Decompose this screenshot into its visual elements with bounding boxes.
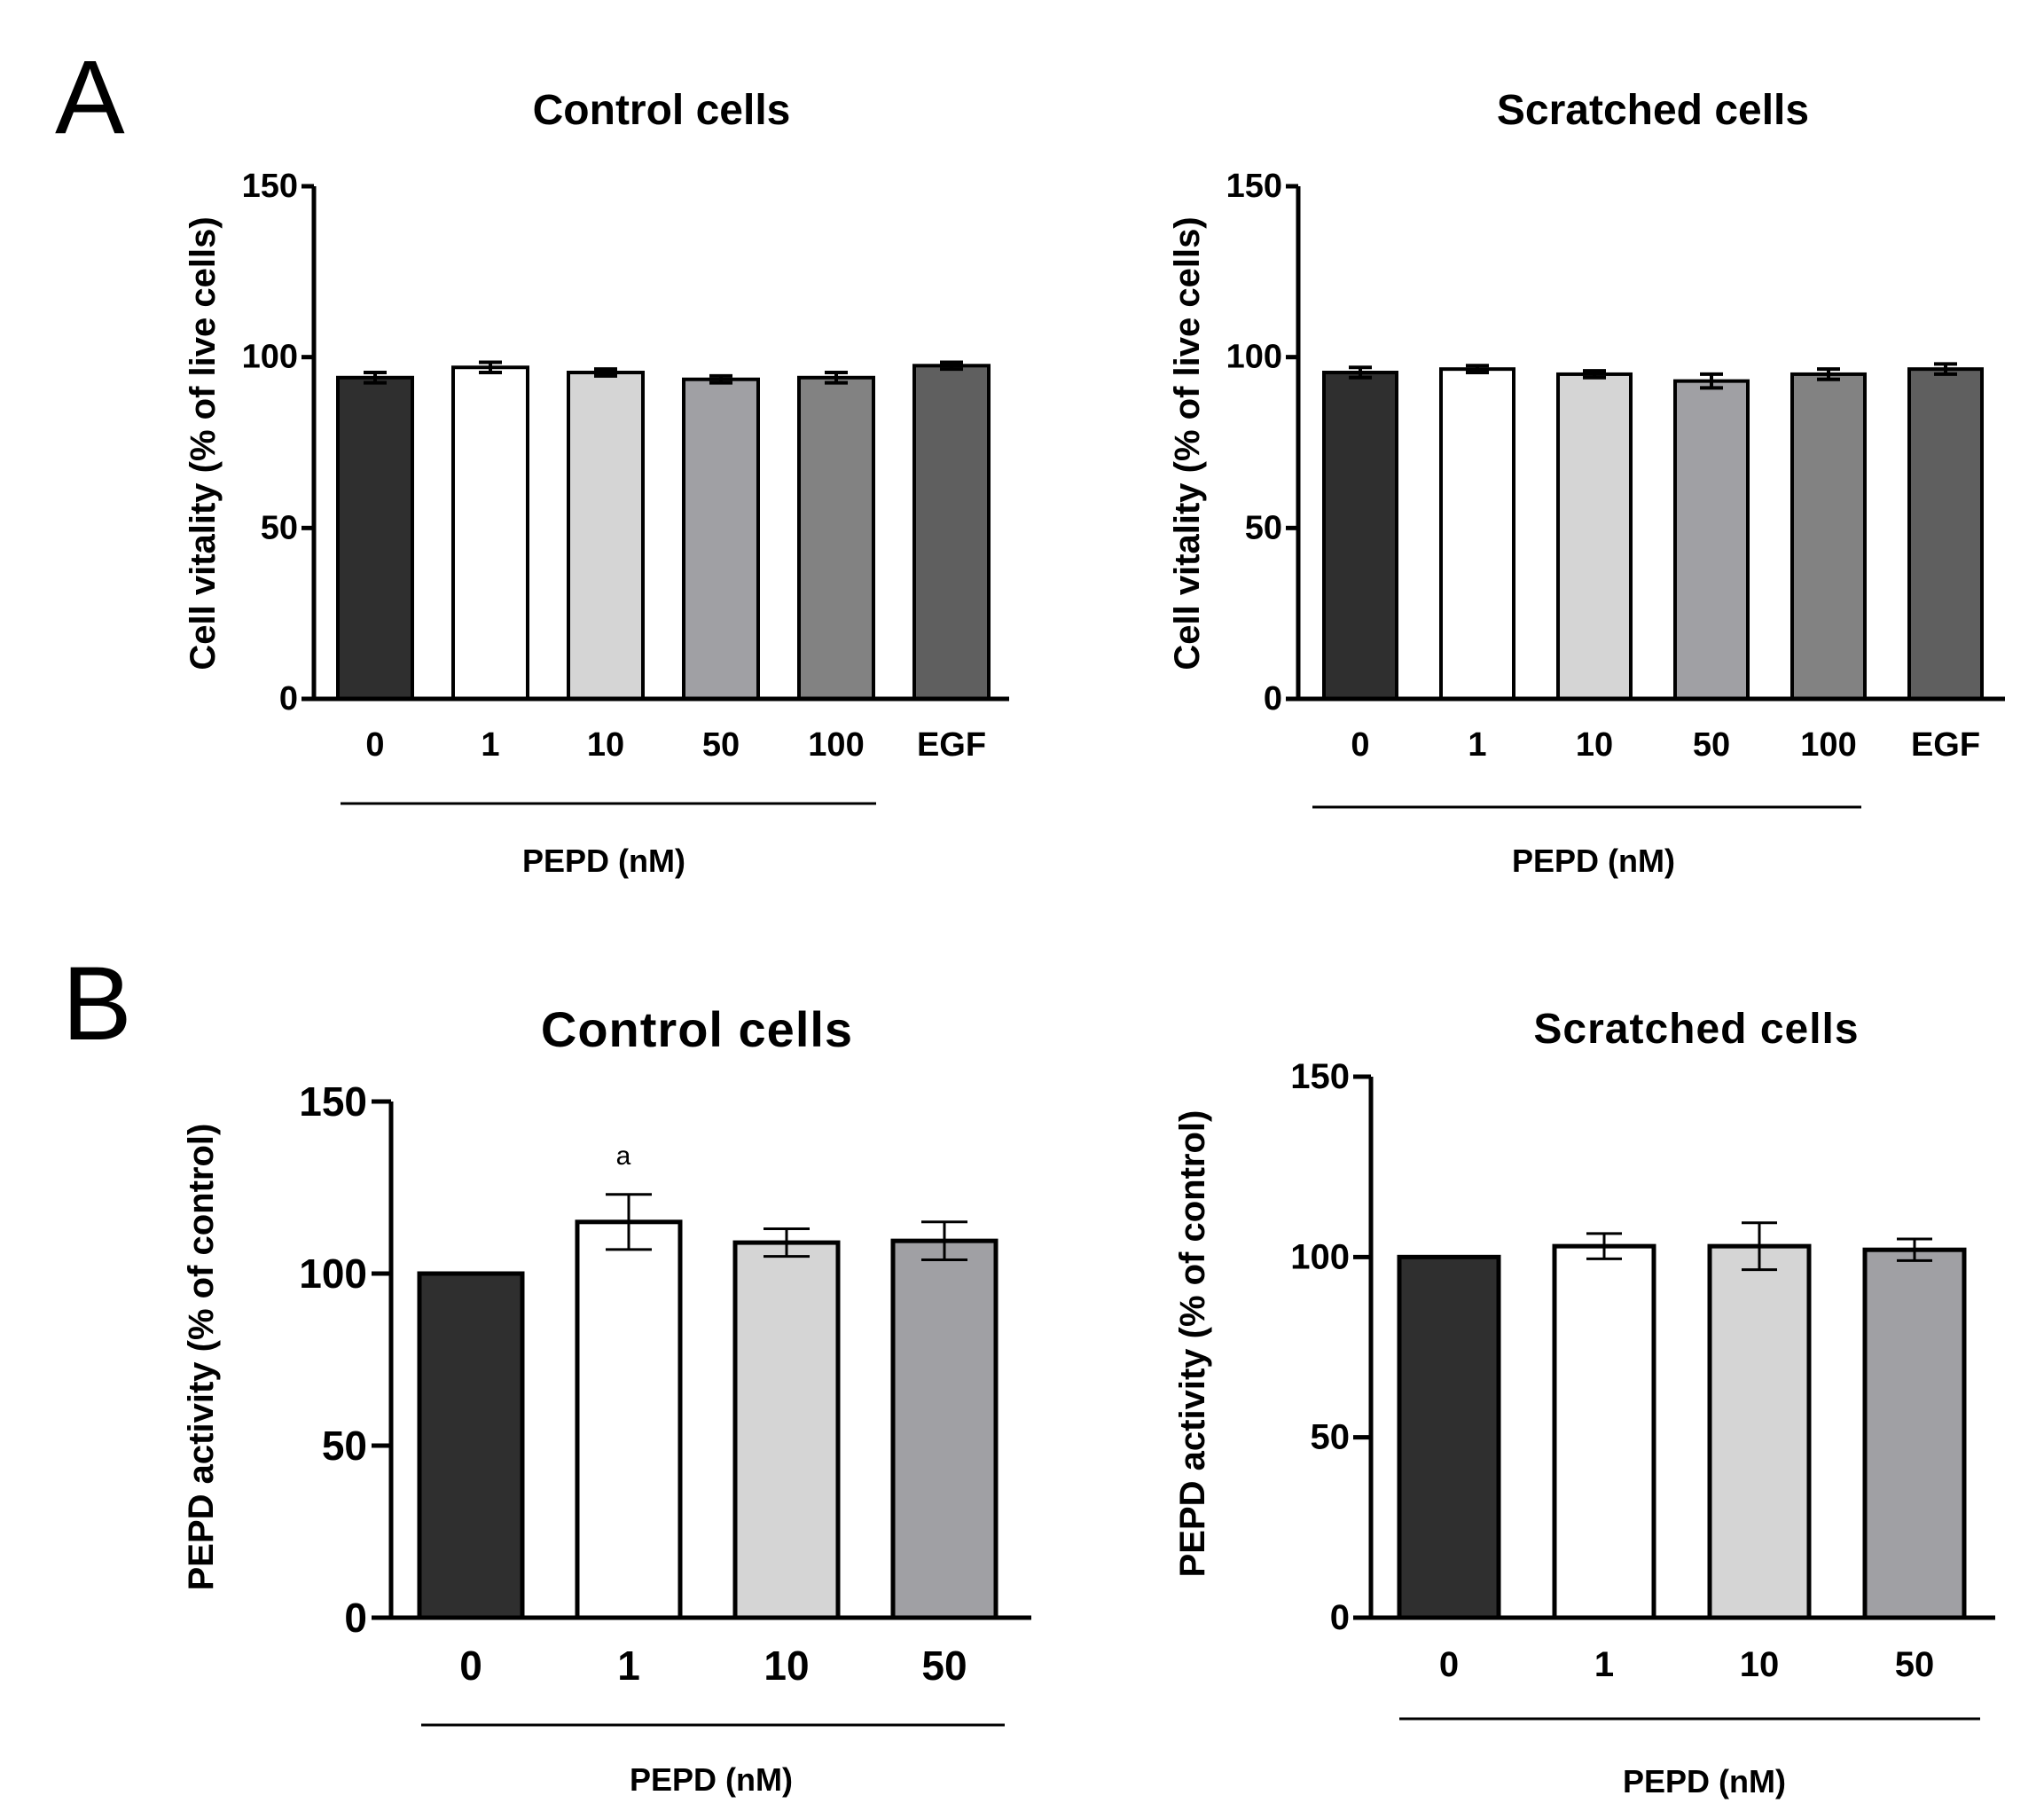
chart-title: Control cells (533, 87, 791, 134)
bar-10 (567, 371, 645, 701)
bar-EGF (1907, 367, 1984, 701)
bar-1 (1439, 367, 1515, 701)
bar-0 (1322, 371, 1398, 701)
x-axis-label: PEPD (nM) (630, 1761, 793, 1798)
y-axis-label: PEPD activity (% of control) (182, 1124, 221, 1591)
significance-label: a (616, 1141, 631, 1171)
bar-100 (797, 375, 875, 701)
bar-1 (575, 1219, 683, 1620)
y-tick-label: 0 (344, 1595, 367, 1641)
bar-0 (336, 375, 414, 701)
y-tick-label: 150 (1290, 1057, 1350, 1096)
x-tick-label: 10 (587, 726, 624, 764)
bar-10 (1707, 1243, 1812, 1620)
bar-10 (732, 1240, 841, 1620)
x-tick-label: 50 (1693, 726, 1730, 764)
bar-0 (1397, 1254, 1501, 1620)
bar-1 (451, 365, 529, 701)
x-tick-label: 50 (921, 1643, 967, 1689)
x-tick-label: 50 (1895, 1645, 1935, 1684)
x-tick-label: 1 (1468, 726, 1486, 764)
x-tick-label: 1 (1594, 1645, 1614, 1684)
x-tick-label: 1 (617, 1643, 640, 1689)
y-tick-label: 50 (1311, 1418, 1351, 1457)
bar-10 (1556, 372, 1633, 701)
bar-50 (1673, 379, 1750, 701)
y-axis-label: Cell vitality (% of live cells) (184, 216, 223, 670)
x-tick-label: 100 (1800, 726, 1856, 764)
x-tick-label: 10 (764, 1643, 809, 1689)
x-tick-label: EGF (1911, 726, 1980, 764)
y-tick-label: 0 (1330, 1598, 1350, 1637)
x-tick-label: 0 (459, 1643, 482, 1689)
y-tick-label: 100 (1290, 1237, 1350, 1276)
x-tick-label: 50 (702, 726, 740, 764)
y-tick-label: 0 (1264, 680, 1282, 717)
y-tick-label: 100 (1226, 339, 1282, 376)
chart-b-control-cells: Control cells PEPD activity (% of control… (182, 1001, 1031, 1798)
y-tick-label: 100 (299, 1251, 367, 1297)
chart-title: Control cells (541, 1001, 853, 1057)
y-tick-label: 50 (1245, 509, 1282, 546)
bar-EGF (912, 364, 991, 701)
x-tick-label: 100 (808, 726, 864, 764)
x-tick-label: 0 (1351, 726, 1369, 764)
chart-title: Scratched cells (1533, 1006, 1859, 1053)
panel-letter-a: A (55, 39, 125, 156)
bar-50 (682, 377, 760, 701)
chart-a-scratched-cells: Scratched cells Cell vitality (% of live … (1168, 87, 2005, 879)
x-tick-label: 1 (481, 726, 499, 764)
panel-letter-b: B (62, 945, 132, 1062)
x-tick-label: 10 (1576, 726, 1613, 764)
chart-title: Scratched cells (1497, 87, 1809, 134)
bar-50 (890, 1238, 999, 1620)
y-tick-label: 100 (242, 339, 298, 376)
bar-1 (1552, 1243, 1656, 1620)
y-tick-label: 50 (261, 509, 298, 546)
y-tick-label: 150 (1226, 168, 1282, 205)
bar-100 (1790, 372, 1867, 701)
y-tick-label: 0 (279, 680, 298, 717)
x-tick-label: EGF (917, 726, 986, 764)
x-axis-label: PEPD (nM) (522, 843, 685, 879)
x-tick-label: 0 (1439, 1645, 1459, 1684)
x-tick-label: 10 (1740, 1645, 1780, 1684)
bar-50 (1862, 1247, 1967, 1620)
y-tick-label: 150 (242, 168, 298, 205)
y-tick-label: 150 (299, 1078, 367, 1125)
y-axis-label: Cell vitality (% of live cells) (1168, 216, 1207, 670)
chart-b-scratched-cells: Scratched cells PEPD activity (% of contr… (1173, 1006, 1995, 1799)
y-tick-label: 50 (322, 1423, 367, 1469)
x-tick-label: 0 (365, 726, 384, 764)
bar-0 (417, 1271, 525, 1620)
x-axis-label: PEPD (nM) (1512, 843, 1675, 879)
x-axis-label: PEPD (nM) (1623, 1763, 1786, 1799)
y-axis-label: PEPD activity (% of control) (1173, 1110, 1212, 1578)
chart-a-control-cells: Control cells Cell vitality (% of live ce… (184, 87, 1009, 879)
